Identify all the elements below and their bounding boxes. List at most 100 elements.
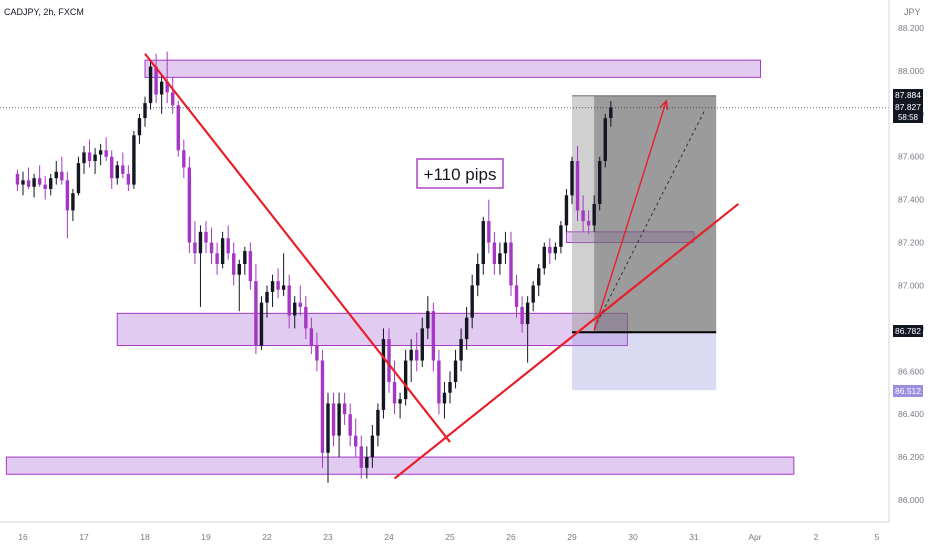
candle[interactable] bbox=[265, 285, 269, 318]
support-resistance-zone[interactable] bbox=[144, 59, 762, 78]
candle[interactable] bbox=[354, 418, 358, 458]
candle[interactable] bbox=[559, 221, 563, 254]
candle[interactable] bbox=[570, 156, 574, 204]
candle[interactable] bbox=[115, 161, 119, 185]
candle[interactable] bbox=[26, 167, 31, 189]
candle[interactable] bbox=[187, 156, 192, 254]
candle[interactable] bbox=[21, 171, 25, 196]
candle[interactable] bbox=[575, 146, 580, 222]
candle[interactable] bbox=[509, 231, 513, 297]
candle[interactable] bbox=[320, 349, 325, 468]
support-resistance-zone[interactable] bbox=[5, 456, 795, 475]
candle[interactable] bbox=[603, 113, 607, 168]
candle[interactable] bbox=[209, 227, 214, 264]
support-resistance-zone[interactable] bbox=[116, 312, 628, 347]
candle[interactable] bbox=[609, 100, 613, 127]
candle[interactable] bbox=[54, 161, 58, 185]
candle[interactable] bbox=[437, 349, 441, 415]
candle[interactable] bbox=[514, 274, 519, 318]
candle[interactable] bbox=[470, 274, 474, 329]
candle[interactable] bbox=[481, 216, 485, 275]
candle[interactable] bbox=[326, 392, 330, 483]
candle[interactable] bbox=[420, 317, 424, 367]
candle[interactable] bbox=[204, 221, 208, 254]
candle[interactable] bbox=[520, 296, 524, 333]
candle[interactable] bbox=[542, 242, 546, 275]
candle[interactable] bbox=[226, 225, 230, 260]
candle[interactable] bbox=[537, 264, 541, 297]
candle[interactable] bbox=[459, 328, 463, 372]
candle[interactable] bbox=[137, 113, 142, 144]
candle[interactable] bbox=[531, 281, 535, 312]
candle[interactable] bbox=[548, 238, 552, 264]
candle[interactable] bbox=[564, 188, 569, 232]
candle[interactable] bbox=[431, 302, 436, 372]
candle[interactable] bbox=[176, 100, 180, 157]
candle[interactable] bbox=[304, 296, 308, 340]
candle[interactable] bbox=[32, 173, 36, 198]
candle[interactable] bbox=[492, 231, 497, 275]
candle[interactable] bbox=[220, 231, 225, 269]
candle[interactable] bbox=[409, 339, 413, 382]
candle[interactable] bbox=[598, 156, 602, 211]
candle[interactable] bbox=[76, 156, 81, 196]
candle[interactable] bbox=[270, 274, 275, 307]
candle[interactable] bbox=[392, 360, 397, 415]
candle[interactable] bbox=[215, 242, 219, 275]
candle[interactable] bbox=[71, 188, 75, 222]
candle[interactable] bbox=[159, 75, 164, 114]
candle[interactable] bbox=[121, 152, 125, 179]
candle[interactable] bbox=[498, 242, 502, 275]
candle[interactable] bbox=[281, 253, 286, 297]
candle[interactable] bbox=[315, 332, 319, 372]
candle[interactable] bbox=[448, 371, 452, 404]
candle[interactable] bbox=[387, 328, 391, 393]
candle[interactable] bbox=[453, 349, 458, 389]
candle[interactable] bbox=[293, 296, 297, 329]
candle[interactable] bbox=[525, 296, 530, 363]
candle[interactable] bbox=[165, 51, 169, 104]
candle[interactable] bbox=[232, 242, 236, 286]
candle[interactable] bbox=[365, 446, 369, 479]
candle[interactable] bbox=[348, 403, 352, 447]
candle[interactable] bbox=[193, 221, 197, 264]
candle[interactable] bbox=[276, 268, 280, 299]
candle[interactable] bbox=[248, 242, 253, 290]
price-axis[interactable]: 88.20088.00087.80087.60087.40087.20087.0… bbox=[888, 0, 932, 550]
candle[interactable] bbox=[426, 296, 430, 340]
time-axis[interactable]: 16 17 18 19 22 23 24 25 26 29 30 31 Apr 2 5 bbox=[0, 521, 889, 542]
candle[interactable] bbox=[592, 195, 596, 232]
candle[interactable] bbox=[359, 435, 363, 479]
candle[interactable] bbox=[337, 392, 341, 458]
candle[interactable] bbox=[37, 165, 42, 187]
candle[interactable] bbox=[581, 195, 585, 232]
candle[interactable] bbox=[370, 424, 375, 468]
candle[interactable] bbox=[415, 332, 419, 372]
candle[interactable] bbox=[381, 328, 386, 419]
trend-line[interactable] bbox=[393, 203, 740, 480]
candle[interactable] bbox=[442, 382, 447, 419]
candle[interactable] bbox=[93, 148, 97, 174]
candle[interactable] bbox=[148, 60, 153, 110]
candle[interactable] bbox=[342, 392, 347, 425]
candle[interactable] bbox=[132, 130, 136, 189]
candle[interactable] bbox=[143, 96, 147, 127]
candle[interactable] bbox=[87, 139, 92, 168]
stop-zone[interactable] bbox=[572, 332, 717, 391]
candle[interactable] bbox=[60, 156, 64, 185]
candle[interactable] bbox=[553, 242, 558, 260]
candle[interactable] bbox=[110, 150, 114, 189]
candle[interactable] bbox=[49, 173, 53, 196]
candle[interactable] bbox=[254, 264, 258, 355]
candle[interactable] bbox=[104, 137, 108, 162]
candle[interactable] bbox=[331, 392, 336, 447]
candle[interactable] bbox=[43, 176, 47, 200]
candle[interactable] bbox=[15, 169, 20, 192]
candle[interactable] bbox=[298, 285, 302, 316]
candle[interactable] bbox=[126, 165, 131, 192]
candle[interactable] bbox=[171, 77, 175, 114]
candle[interactable] bbox=[398, 392, 402, 419]
support-resistance-zone[interactable] bbox=[565, 231, 695, 244]
candle[interactable] bbox=[287, 274, 291, 329]
